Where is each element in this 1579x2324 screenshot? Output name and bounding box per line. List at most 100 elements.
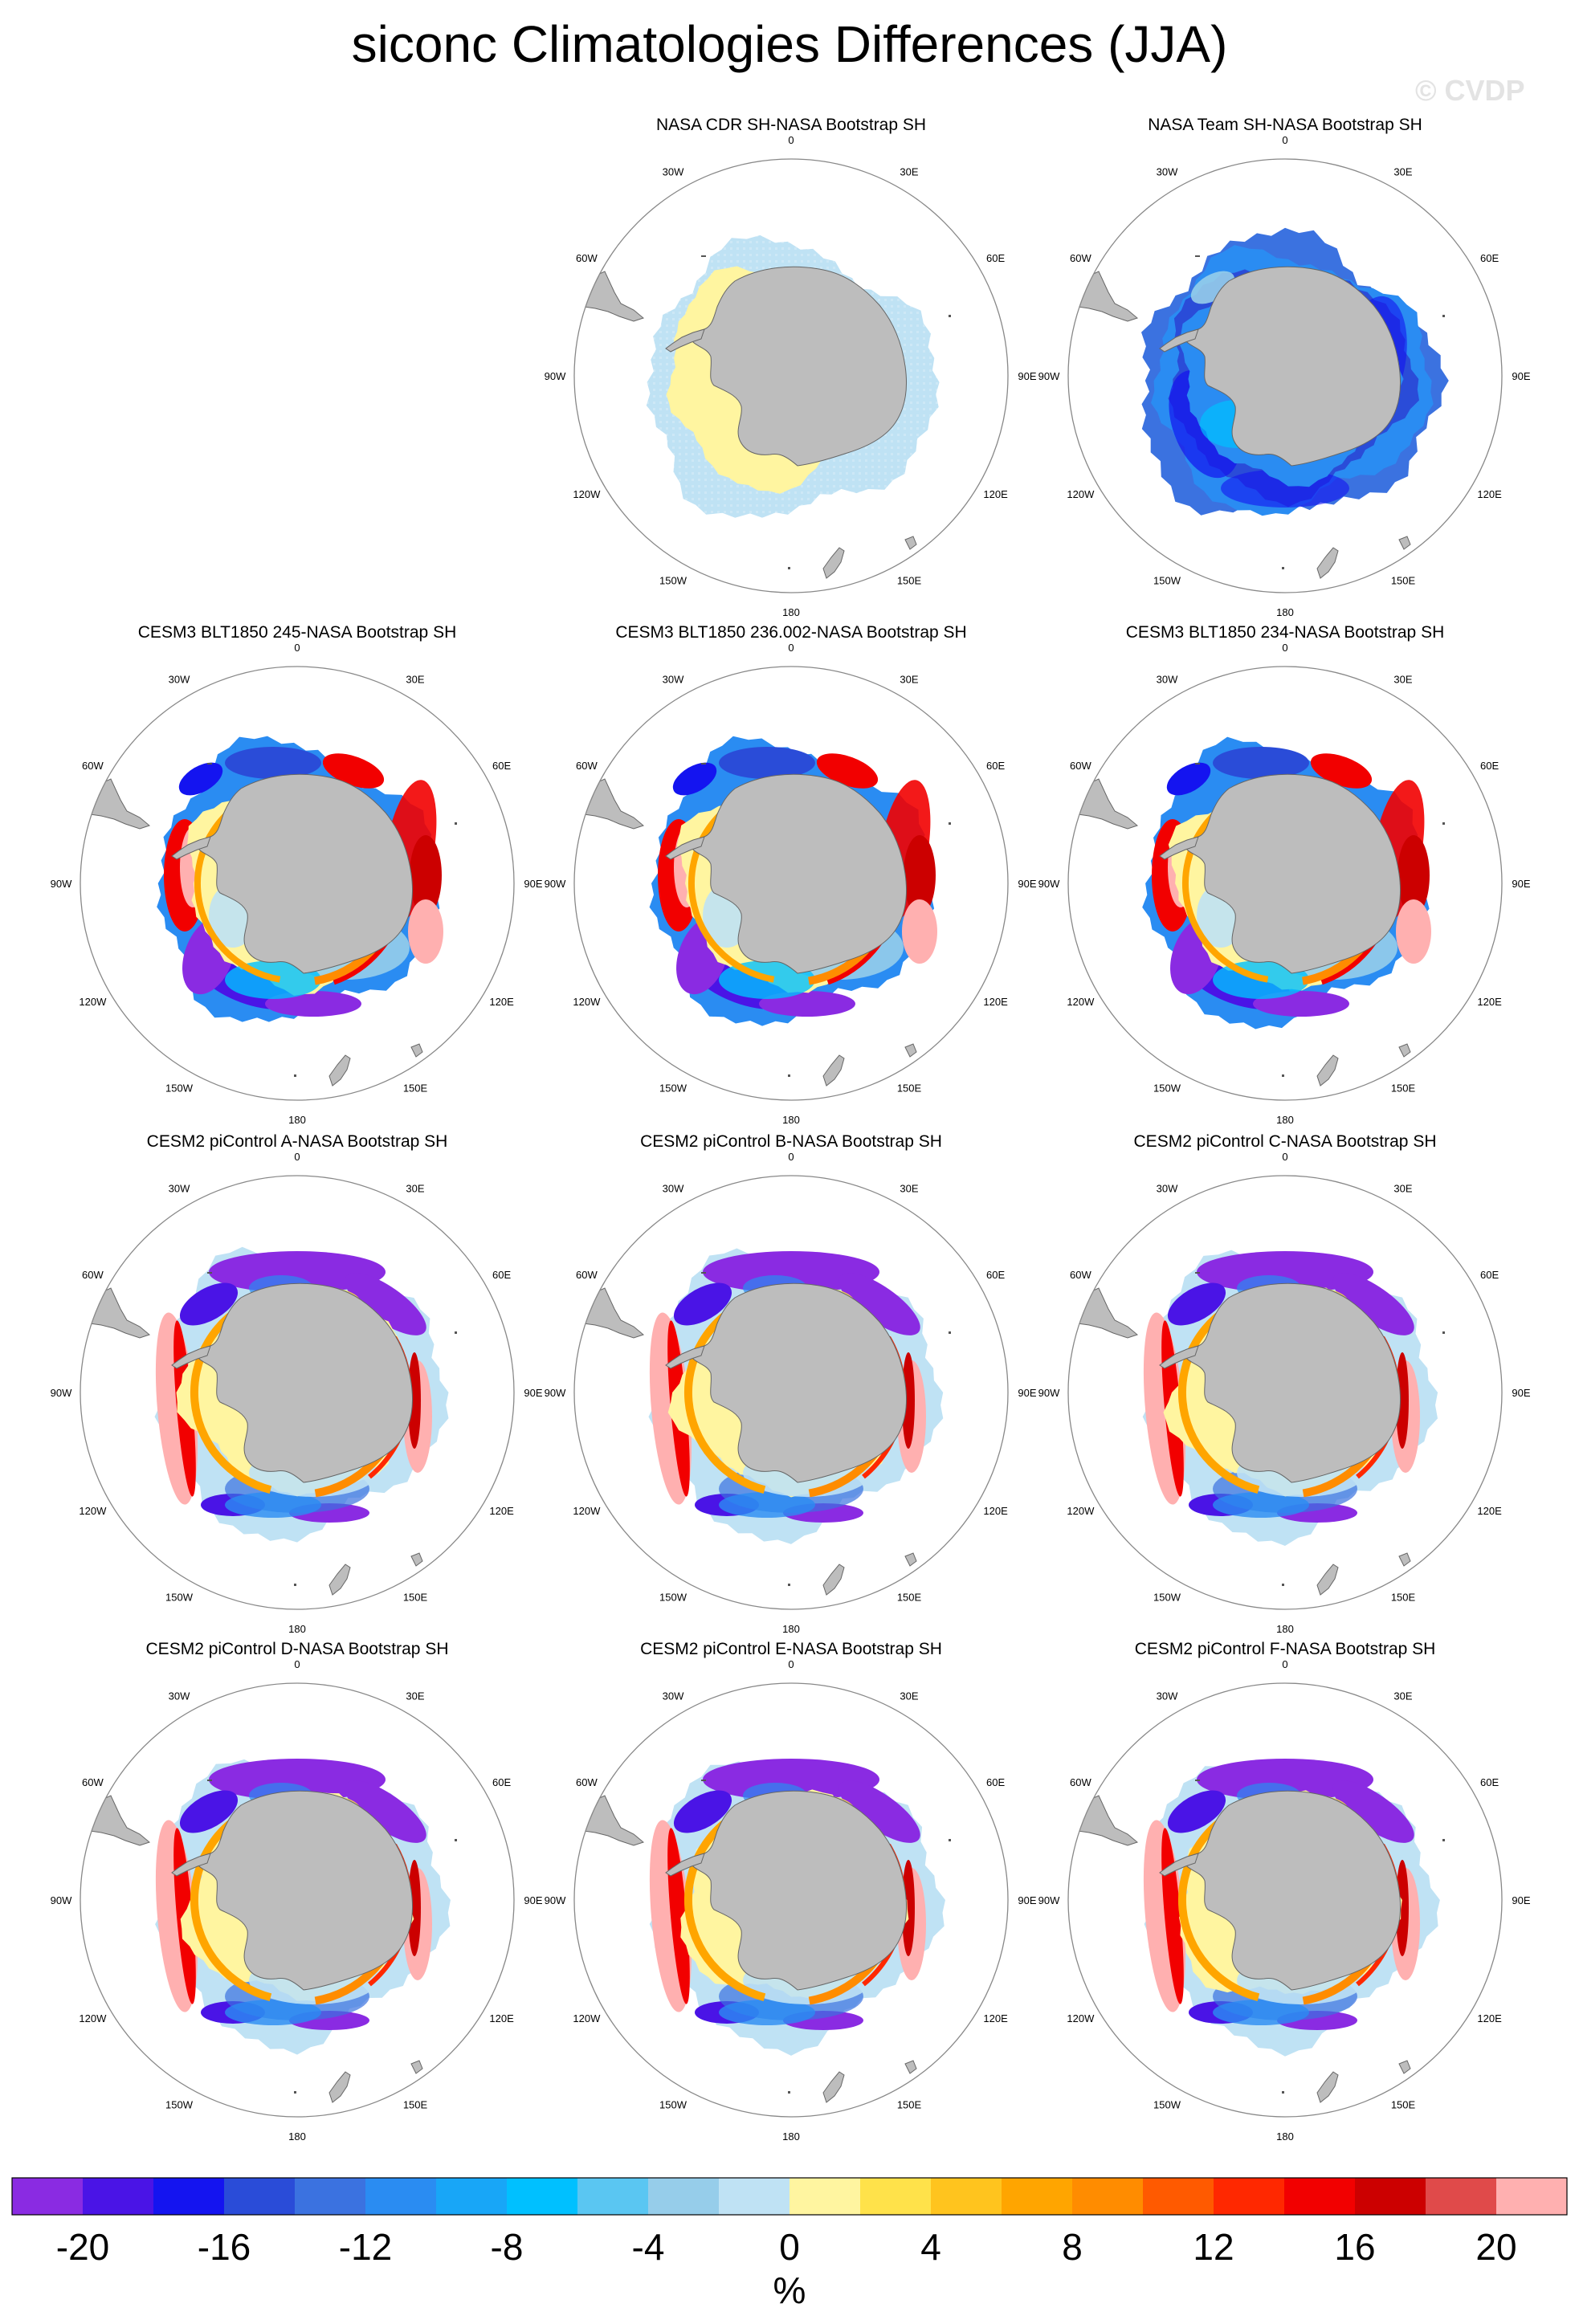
longitude-label: 90E bbox=[1018, 1894, 1036, 1906]
longitude-label: 150W bbox=[659, 1082, 687, 1095]
longitude-label: 90W bbox=[51, 878, 72, 890]
longitude-label: 0 bbox=[1282, 1151, 1287, 1163]
longitude-label: 180 bbox=[782, 1114, 800, 1126]
cvdp-watermark: © CVDP bbox=[1415, 74, 1525, 107]
panel-title: NASA Team SH-NASA Bootstrap SH bbox=[1148, 116, 1422, 134]
colorbar-swatch bbox=[1496, 2178, 1568, 2215]
map-panel: CESM3 BLT1850 245-NASA Bootstrap SH0 30E 6… bbox=[51, 623, 543, 1126]
longitude-label: 150W bbox=[165, 2099, 194, 2111]
map-boundary bbox=[573, 666, 1009, 1101]
longitude-label: 90E bbox=[524, 878, 542, 890]
land-mask bbox=[1077, 255, 1445, 579]
land-mask bbox=[583, 1780, 951, 2103]
longitude-label: 90W bbox=[545, 1894, 566, 1906]
longitude-label: 120E bbox=[1477, 1505, 1502, 1517]
colorbar-tick-label: -4 bbox=[632, 2226, 665, 2268]
colorbar-tick-label: 0 bbox=[779, 2226, 800, 2268]
longitude-label: 120W bbox=[573, 1505, 601, 1517]
longitude-label: 120E bbox=[983, 1505, 1008, 1517]
longitude-label: 30E bbox=[900, 1690, 918, 1702]
panel-title: CESM2 piControl C-NASA Bootstrap SH bbox=[1134, 1132, 1437, 1151]
longitude-label: 180 bbox=[782, 1623, 800, 1635]
longitude-label: 90W bbox=[1038, 370, 1060, 382]
longitude-label: 150E bbox=[1391, 2099, 1416, 2111]
longitude-label: 120E bbox=[1477, 996, 1502, 1008]
longitude-label: 60W bbox=[1070, 252, 1091, 264]
colorbar-swatch bbox=[12, 2178, 84, 2215]
map-panel: CESM3 BLT1850 234-NASA Bootstrap SH0 30E 6… bbox=[1038, 623, 1531, 1126]
longitude-label: 60W bbox=[82, 1776, 104, 1788]
colorbar-tick-label: 12 bbox=[1193, 2226, 1234, 2268]
longitude-label: 60E bbox=[492, 1776, 511, 1788]
longitude-label: 30W bbox=[663, 165, 684, 177]
longitude-label: 0 bbox=[294, 1151, 300, 1163]
longitude-label: 60W bbox=[82, 760, 104, 772]
longitude-label: 60W bbox=[82, 1269, 104, 1281]
colorbar-swatch bbox=[224, 2178, 296, 2215]
longitude-label: 0 bbox=[1282, 134, 1287, 146]
longitude-label: 150W bbox=[1153, 1592, 1181, 1604]
longitude-label: 30W bbox=[169, 1690, 190, 1702]
longitude-label: 30W bbox=[1157, 673, 1178, 685]
longitude-label: 90E bbox=[524, 1894, 542, 1906]
longitude-label: 120W bbox=[1067, 1505, 1095, 1517]
longitude-label: 150W bbox=[165, 1592, 194, 1604]
longitude-label: 150E bbox=[403, 1082, 428, 1095]
longitude-label: 30E bbox=[900, 673, 918, 685]
longitude-label: 30E bbox=[900, 1182, 918, 1194]
map-panel: NASA Team SH-NASA Bootstrap SH0 30E 60E 90E… bbox=[1038, 116, 1531, 618]
longitude-label: 120W bbox=[79, 1505, 107, 1517]
colorbar-tick-label: 16 bbox=[1334, 2226, 1375, 2268]
longitude-label: 60E bbox=[986, 1776, 1005, 1788]
longitude-label: 90E bbox=[1018, 1387, 1036, 1399]
longitude-label: 90E bbox=[1512, 1387, 1530, 1399]
longitude-label: 90E bbox=[1018, 370, 1036, 382]
colorbar-swatch bbox=[1214, 2178, 1285, 2215]
map-boundary bbox=[573, 1175, 1009, 1610]
longitude-label: 120E bbox=[1477, 2012, 1502, 2024]
longitude-label: 60E bbox=[1480, 1269, 1499, 1281]
map-panel: NASA CDR SH-NASA Bootstrap SH0 30E 60E 90E 1… bbox=[545, 116, 1037, 618]
land-mask bbox=[1077, 1272, 1445, 1596]
longitude-label: 0 bbox=[788, 134, 794, 146]
map-panel: CESM2 piControl D-NASA Bootstrap SH0 30E 6… bbox=[51, 1640, 543, 2143]
longitude-label: 120E bbox=[1477, 488, 1502, 500]
map-panel: CESM2 piControl A-NASA Bootstrap SH0 30E 6… bbox=[51, 1132, 543, 1635]
colorbar-swatch bbox=[1072, 2178, 1144, 2215]
longitude-label: 120E bbox=[983, 996, 1008, 1008]
longitude-label: 120W bbox=[573, 996, 601, 1008]
longitude-label: 30E bbox=[900, 165, 918, 177]
longitude-label: 150E bbox=[403, 2099, 428, 2111]
map-boundary bbox=[1067, 158, 1503, 593]
colorbar-swatch bbox=[577, 2178, 649, 2215]
longitude-label: 90W bbox=[51, 1894, 72, 1906]
longitude-label: 120E bbox=[983, 488, 1008, 500]
map-boundary bbox=[1067, 1682, 1503, 2118]
map-panel: CESM2 piControl C-NASA Bootstrap SH0 30E 6… bbox=[1038, 1132, 1531, 1635]
longitude-label: 180 bbox=[288, 1623, 306, 1635]
longitude-label: 180 bbox=[1276, 1623, 1294, 1635]
longitude-label: 150W bbox=[659, 1592, 687, 1604]
colorbar-swatch bbox=[1355, 2178, 1426, 2215]
colorbar-swatch bbox=[83, 2178, 154, 2215]
longitude-label: 30E bbox=[406, 1182, 424, 1194]
longitude-label: 0 bbox=[294, 642, 300, 654]
colorbar-swatch bbox=[436, 2178, 508, 2215]
page-title: siconc Climatologies Differences (JJA) bbox=[351, 15, 1228, 73]
longitude-label: 180 bbox=[782, 606, 800, 618]
longitude-label: 30W bbox=[663, 1182, 684, 1194]
longitude-label: 150E bbox=[403, 1592, 428, 1604]
longitude-label: 30E bbox=[1393, 165, 1412, 177]
colorbar-swatch bbox=[860, 2178, 932, 2215]
longitude-label: 150W bbox=[1153, 1082, 1181, 1095]
longitude-label: 180 bbox=[288, 1114, 306, 1126]
longitude-label: 0 bbox=[788, 1658, 794, 1670]
colorbar-tick-label: -12 bbox=[339, 2226, 392, 2268]
colorbar-tick-label: -16 bbox=[198, 2226, 251, 2268]
longitude-label: 30E bbox=[406, 1690, 424, 1702]
colorbar-tick-label: 8 bbox=[1062, 2226, 1083, 2268]
longitude-label: 150W bbox=[659, 2099, 687, 2111]
longitude-label: 150W bbox=[1153, 575, 1181, 587]
colorbar: -20 -16 -12 -8 -4 0 4 8 12 16 20% bbox=[11, 2177, 1568, 2311]
land-mask bbox=[89, 763, 457, 1087]
